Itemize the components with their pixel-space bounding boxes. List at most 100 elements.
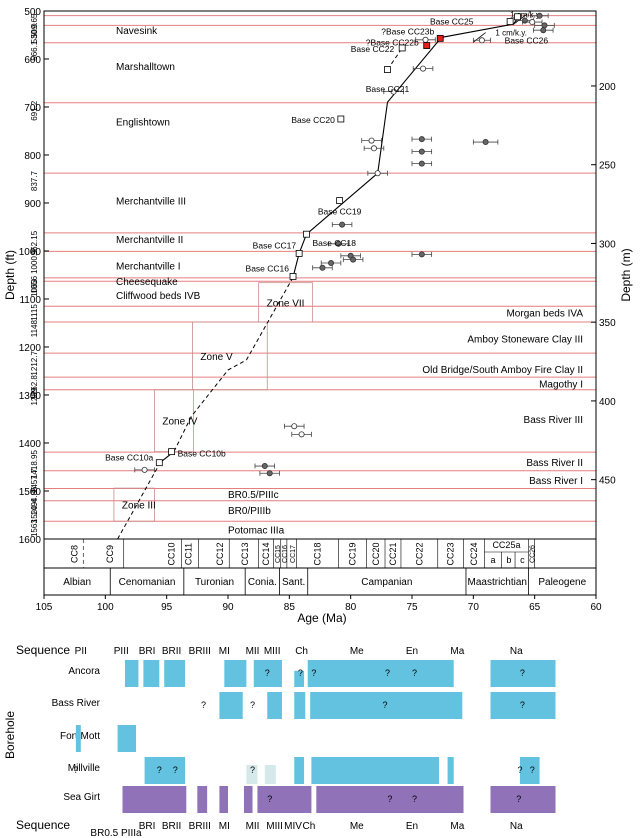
- sr-age-point: [420, 65, 427, 72]
- unit-name: Potomac IIIa: [228, 525, 285, 536]
- nanno-zone-label: CC24: [469, 542, 479, 565]
- nanno-subzone-label: c: [520, 555, 525, 565]
- nannofossil-datum-marker: [336, 197, 344, 205]
- nannofossil-datum-marker: [506, 18, 514, 25]
- nanno-subzone-label: b: [506, 555, 511, 565]
- sequence-block: [490, 786, 556, 813]
- uncertain-marker: ?: [157, 765, 162, 775]
- sequence-block: [294, 670, 305, 687]
- y2-tick-label: 250: [599, 161, 616, 172]
- nannofossil-datum-marker: [303, 230, 310, 238]
- x-tick-label: 70: [468, 602, 480, 613]
- unit-boundary-depth-label: 837.7: [30, 171, 39, 192]
- y2-tick-label: 200: [599, 82, 616, 93]
- unit-boundary-depth-label: 1212.7: [30, 351, 39, 376]
- unit-boundary-depth-label: 1563: [30, 519, 39, 537]
- x-tick-label: 65: [529, 602, 541, 613]
- sequence-label: BRII: [162, 821, 181, 832]
- nannofossil-datum-label: Base CC10a: [105, 453, 153, 463]
- sequence-label: Ma: [450, 646, 464, 657]
- nannofossil-datum-marker: [337, 115, 345, 123]
- sequence-header-label: Sequence: [16, 643, 70, 657]
- uncertain-marker: ?: [385, 668, 390, 678]
- stage-label: Campanian: [361, 577, 412, 588]
- uncertain-marker: ?: [311, 668, 316, 678]
- sr-age-point: [266, 470, 273, 477]
- y-tick-label: 1100: [19, 295, 41, 306]
- sequence-block: [124, 660, 139, 687]
- sequence-block: [164, 660, 186, 687]
- sequence-label: MIV: [284, 821, 302, 832]
- stage-label: Cenomanian: [119, 577, 176, 588]
- sequence-label: Na: [510, 646, 523, 657]
- uncertain-marker: ?: [298, 668, 303, 678]
- sequence-label: PII: [75, 646, 87, 657]
- unit-boundary-depth-label: 1056: [30, 275, 39, 293]
- sequence-block: [307, 660, 454, 687]
- sequence-label: BRI: [139, 646, 156, 657]
- sequence-label: MI: [219, 646, 230, 657]
- sr-age-point: [141, 466, 148, 473]
- x-tick-label: 75: [406, 602, 418, 613]
- sequence-block: [117, 725, 136, 752]
- nannofossil-datum-label: Base CC17: [253, 240, 297, 250]
- unit-name: Magothy I: [539, 379, 583, 390]
- nanno-subzone-label: a: [490, 555, 495, 565]
- sequence-block: [143, 660, 160, 687]
- x-tick-label: 95: [161, 602, 173, 613]
- y-tick-label: 500: [24, 7, 41, 18]
- nanno-zone-label: CC14: [261, 542, 271, 565]
- sequence-label: Me: [350, 821, 364, 832]
- zone-label: Zone III: [122, 501, 156, 512]
- unit-name: Merchantville III: [116, 197, 186, 208]
- y-tick-label: 1200: [19, 343, 42, 354]
- sequence-block: [294, 692, 306, 719]
- sequence-block: [519, 757, 540, 784]
- sequence-label: MI: [219, 821, 230, 832]
- nanno-zone-label: CC19: [348, 542, 358, 565]
- sequence-label: En: [406, 646, 418, 657]
- unit-name: Englishtown: [116, 117, 170, 128]
- sequence-label: MII: [246, 646, 260, 657]
- uncertain-marker: ?: [530, 765, 535, 775]
- borehole-name: Sea Girt: [63, 792, 100, 803]
- uncertain-marker: ?: [201, 700, 206, 710]
- sequence-footer-sublabel: BR0.5 PIIIa: [90, 828, 142, 838]
- uncertain-marker: ?: [387, 794, 392, 804]
- nanno-zone-label: CC16: [282, 545, 289, 563]
- age-model-dashed-line: [387, 47, 403, 70]
- sr-age-point: [319, 264, 326, 271]
- x-axis-label: Age (Ma): [297, 611, 346, 625]
- zone-box: [258, 282, 314, 323]
- sequence-footer-label: Sequence: [16, 818, 70, 832]
- x-tick-label: 105: [36, 602, 53, 613]
- unit-boundary-depth-label: 962.15: [30, 230, 39, 255]
- unit-boundary-depth-label: 691.2: [30, 100, 39, 121]
- sr-age-point: [536, 12, 543, 19]
- sequence-block: [311, 757, 439, 784]
- sr-age-point: [418, 160, 425, 167]
- uncertain-marker: ?: [517, 765, 522, 775]
- borehole-axis-label: Borehole: [3, 711, 17, 759]
- borehole-name: Ancora: [68, 666, 100, 677]
- uncertain-marker: ?: [250, 700, 255, 710]
- nannofossil-datum-label: ?Base CC23b: [381, 26, 434, 36]
- stage-label: Albian: [63, 577, 91, 588]
- sequence-block: [267, 692, 282, 719]
- y2-tick-label: 300: [599, 239, 616, 250]
- unit-boundary-depth-label: 1494.85: [30, 486, 39, 515]
- nanno-zone-label: CC22: [414, 542, 424, 565]
- y-tick-label: 1300: [19, 391, 42, 402]
- sequence-block: [197, 786, 208, 813]
- y-tick-label: 1000: [19, 247, 42, 258]
- x-tick-label: 80: [345, 602, 357, 613]
- sequence-label: BRIII: [189, 821, 211, 832]
- nannofossil-datum-label: Base CC10b: [178, 449, 226, 459]
- sequence-block: [219, 692, 243, 719]
- sequence-block: [294, 757, 305, 784]
- nannofossil-datum-label: Base CC25: [430, 16, 474, 26]
- sequence-label: MIII: [266, 821, 283, 832]
- sr-age-point: [478, 37, 485, 44]
- y-tick-label: 1600: [19, 535, 42, 546]
